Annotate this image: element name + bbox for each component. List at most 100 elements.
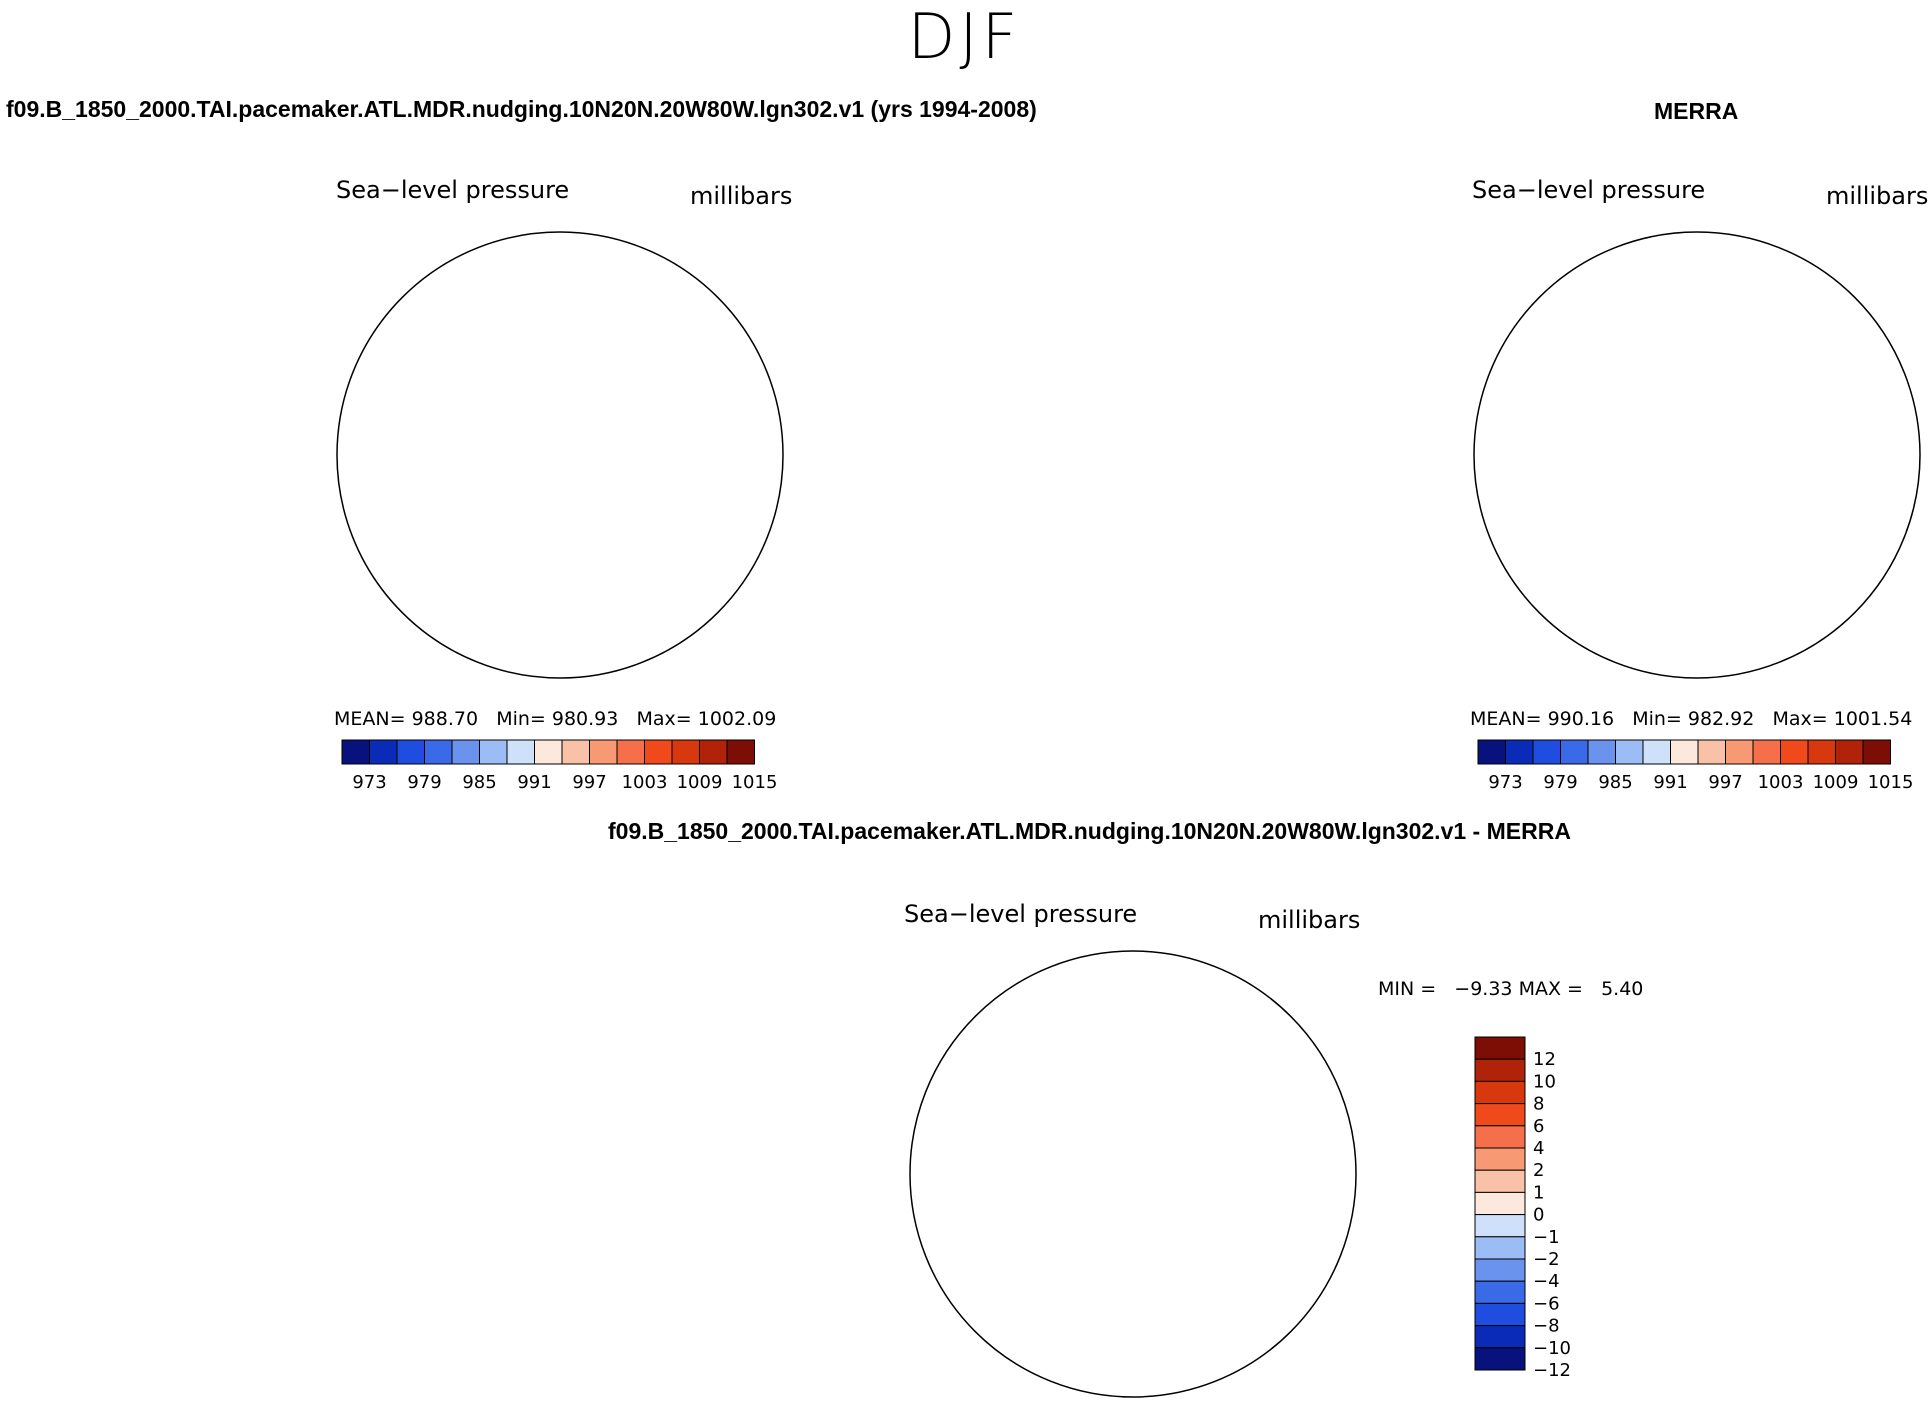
diff-colorbar-box <box>1474 1280 1526 1304</box>
obs-panel-title: MERRA <box>1654 98 1739 124</box>
obs-field-name: Sea−level pressure <box>1472 176 1706 204</box>
model-min-value: 980.93 <box>551 708 619 730</box>
diff-colorbar-tick-label: 1 <box>1533 1182 1544 1203</box>
diff-colorbar-box <box>1474 1214 1526 1238</box>
model-colorbar-box <box>699 739 728 765</box>
diff-min-label: MIN = <box>1378 978 1437 1000</box>
diff-max-value: 5.40 <box>1601 978 1644 1000</box>
model-colorbar-tick-label: 973 <box>352 772 386 793</box>
model-max-label: Max= <box>636 708 692 730</box>
obs-colorbar: 973 979 985 991 997 1003 1009 1015 <box>1477 739 1914 793</box>
model-colorbar-box <box>424 739 453 765</box>
obs-colorbar-box <box>1780 739 1809 765</box>
model-mean-label: MEAN= <box>334 708 406 730</box>
obs-mean-value: 990.16 <box>1547 708 1615 730</box>
obs-colorbar-box <box>1697 739 1726 765</box>
model-colorbar: 973 979 985 991 997 1003 1009 1015 <box>341 739 778 793</box>
obs-colorbar-tick-label: 1003 <box>1758 772 1804 793</box>
diff-colorbar-box <box>1474 1125 1526 1149</box>
diff-colorbar-box <box>1474 1103 1526 1127</box>
obs-colorbar-box <box>1835 739 1864 765</box>
diff-colorbar-tick-label: −4 <box>1533 1271 1560 1292</box>
diff-colorbar-box <box>1474 1169 1526 1193</box>
diff-colorbar-tick-label: 6 <box>1533 1116 1544 1137</box>
model-colorbar-box <box>589 739 618 765</box>
diff-stats: MIN = −9.33 MAX = 5.40 <box>1378 978 1643 1000</box>
obs-colorbar-box <box>1725 739 1754 765</box>
obs-colorbar-tick-label: 997 <box>1708 772 1742 793</box>
model-map <box>337 232 783 678</box>
diff-colorbar-box <box>1474 1191 1526 1216</box>
figure-title: DJF <box>907 0 1022 73</box>
model-colorbar-tick-label: 1003 <box>622 772 668 793</box>
obs-units: millibars <box>1826 182 1929 210</box>
diff-min-value: −9.33 <box>1454 978 1513 1000</box>
diff-colorbar-tick-label: −6 <box>1533 1293 1560 1314</box>
model-colorbar-box <box>451 739 480 765</box>
model-max-value: 1002.09 <box>697 708 777 730</box>
diff-colorbar-tick-label: 8 <box>1533 1094 1544 1115</box>
model-colorbar-box <box>479 739 508 765</box>
map-ring-outer <box>337 232 783 678</box>
obs-colorbar-box <box>1752 739 1781 765</box>
model-colorbar-box <box>671 739 700 765</box>
diff-colorbar-box <box>1474 1058 1526 1082</box>
obs-colorbar-box <box>1807 739 1836 765</box>
diff-colorbar-tick-label: −8 <box>1533 1316 1560 1337</box>
obs-map-border <box>1473 231 1921 679</box>
obs-min-value: 982.92 <box>1687 708 1755 730</box>
obs-colorbar-tick-label: 985 <box>1598 772 1632 793</box>
diff-colorbar-tick-label: 0 <box>1533 1205 1544 1226</box>
model-mean-value: 988.70 <box>411 708 479 730</box>
model-map-border <box>336 231 784 679</box>
diff-colorbar-tick-label: −2 <box>1533 1249 1560 1270</box>
model-low-pacific <box>545 284 655 336</box>
diff-colorbar-tick-label: 4 <box>1533 1138 1544 1159</box>
obs-colorbar-tick-label: 1015 <box>1868 772 1914 793</box>
diff-colorbar-tick-label: −12 <box>1533 1360 1571 1381</box>
diff-colorbar-tick-label: −1 <box>1533 1227 1560 1248</box>
obs-mean-label: MEAN= <box>1470 708 1542 730</box>
model-colorbar-tick-label: 1009 <box>677 772 723 793</box>
obs-map <box>1474 232 1920 678</box>
model-panel-title: f09.B_1850_2000.TAI.pacemaker.ATL.MDR.nu… <box>6 96 1037 122</box>
obs-colorbar-box <box>1587 739 1616 765</box>
diff-map-border <box>909 950 1357 1398</box>
diff-map <box>910 951 1356 1397</box>
model-colorbar-box <box>534 739 563 765</box>
obs-max-label: Max= <box>1772 708 1828 730</box>
diff-colorbar-box <box>1474 1302 1526 1327</box>
model-colorbar-box <box>369 739 398 765</box>
obs-colorbar-tick-label: 979 <box>1543 772 1577 793</box>
diff-units: millibars <box>1258 906 1361 934</box>
diff-colorbar-tick-label: 2 <box>1533 1160 1544 1181</box>
model-colorbar-box <box>396 739 425 765</box>
diff-colorbar-box <box>1474 1147 1526 1171</box>
model-colorbar-tick-label: 1015 <box>732 772 778 793</box>
obs-colorbar-tick-label: 1009 <box>1813 772 1859 793</box>
obs-low-weddell <box>1522 395 1632 515</box>
obs-colorbar-box <box>1477 739 1506 765</box>
diff-colorbar-box <box>1474 1347 1526 1371</box>
diff-colorbar-box <box>1474 1236 1526 1260</box>
model-colorbar-box <box>616 739 645 765</box>
model-colorbar-box <box>726 739 755 765</box>
diff-max-label: MAX = <box>1518 978 1583 1000</box>
obs-min-label: Min= <box>1632 708 1682 730</box>
diff-panel-title: f09.B_1850_2000.TAI.pacemaker.ATL.MDR.nu… <box>608 818 1571 844</box>
obs-colorbar-tick-label: 991 <box>1653 772 1687 793</box>
model-colorbar-tick-label: 997 <box>572 772 606 793</box>
obs-colorbar-box <box>1532 739 1561 765</box>
model-colorbar-box <box>506 739 535 765</box>
model-low-weddell <box>390 435 550 575</box>
diff-colorbar-box <box>1474 1325 1526 1349</box>
diff-colorbar-box <box>1474 1258 1526 1282</box>
diff-colorbar-tick-label: 12 <box>1533 1049 1556 1070</box>
obs-low-pacific <box>1697 273 1817 321</box>
obs-max-value: 1001.54 <box>1833 708 1913 730</box>
model-min-label: Min= <box>496 708 546 730</box>
obs-stats: MEAN= 990.16 Min= 982.92 Max= 1001.54 <box>1470 708 1912 730</box>
obs-colorbar-box <box>1670 739 1699 765</box>
